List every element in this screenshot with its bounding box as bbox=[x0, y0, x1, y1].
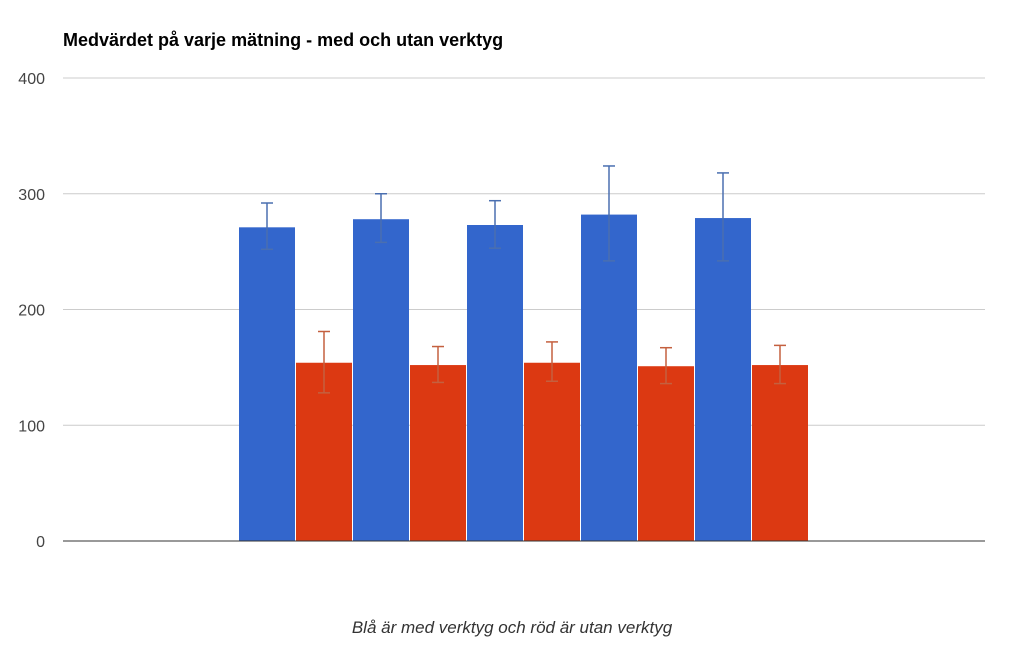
bar bbox=[524, 362, 580, 541]
bar bbox=[467, 225, 523, 541]
y-tick-label: 200 bbox=[18, 303, 45, 320]
bar bbox=[410, 365, 466, 541]
y-tick-label: 100 bbox=[18, 418, 45, 435]
bar bbox=[638, 366, 694, 541]
error-bars bbox=[261, 165, 786, 394]
x-axis-label: Blå är med verktyg och röd är utan verkt… bbox=[351, 618, 673, 637]
bar bbox=[752, 365, 808, 541]
chart-title: Medvärdet på varje mätning - med och uta… bbox=[63, 30, 504, 50]
bar bbox=[239, 227, 295, 541]
bar bbox=[581, 214, 637, 541]
y-tick-label: 400 bbox=[18, 71, 45, 88]
y-tick-label: 300 bbox=[18, 187, 45, 204]
bar bbox=[353, 219, 409, 541]
bar bbox=[695, 218, 751, 541]
y-axis-ticks: 0 100 200 300 400 bbox=[18, 71, 45, 551]
y-tick-label: 0 bbox=[36, 534, 45, 551]
bars bbox=[239, 214, 808, 541]
